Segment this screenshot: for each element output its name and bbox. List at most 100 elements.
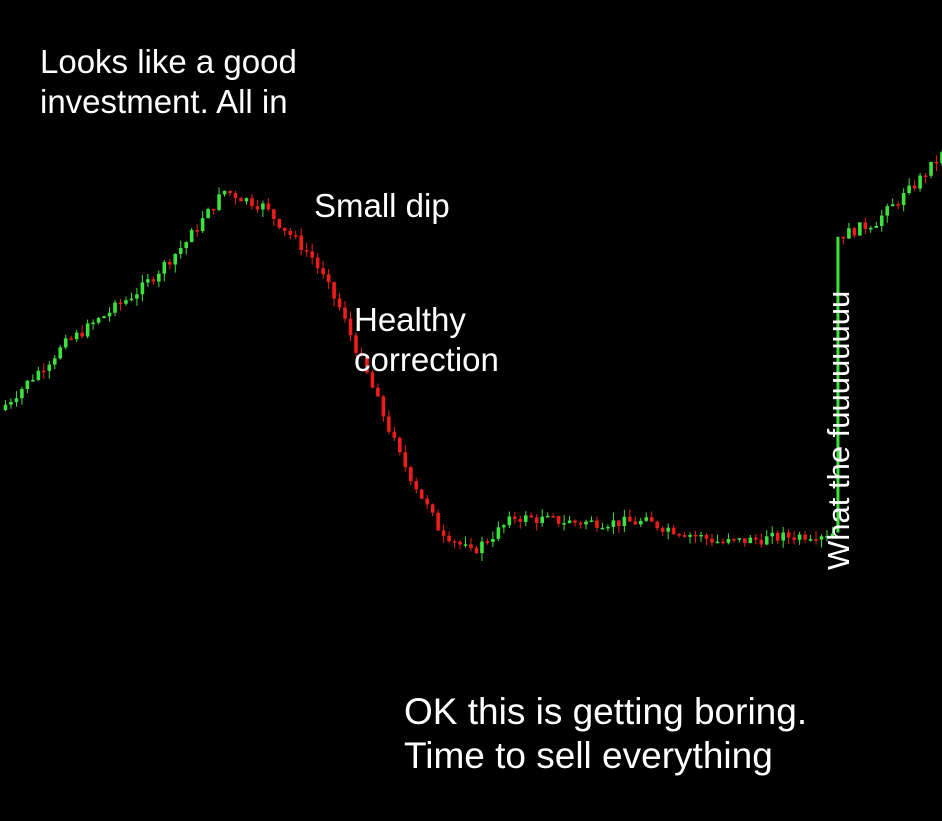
- candle-body: [885, 206, 890, 216]
- candle-body: [47, 364, 52, 371]
- candle-body: [458, 541, 462, 545]
- candle-body: [529, 515, 534, 518]
- candle-down: [923, 173, 928, 184]
- candle-down: [272, 208, 276, 227]
- candle-down: [628, 509, 632, 522]
- candle-body: [222, 190, 227, 195]
- candle-body: [244, 198, 249, 202]
- candle-body: [502, 525, 506, 528]
- candle-body: [556, 516, 561, 524]
- candle-body: [162, 262, 167, 274]
- candle-body: [682, 535, 687, 537]
- candle-down: [743, 538, 747, 547]
- candle-up: [162, 259, 167, 282]
- candle-body: [518, 519, 523, 522]
- candle-body: [869, 227, 873, 230]
- candle-body: [118, 302, 123, 305]
- candle-body: [91, 322, 95, 325]
- candle-up: [737, 537, 742, 543]
- candle-up: [244, 197, 249, 205]
- candle-body: [797, 534, 802, 540]
- candle-up: [184, 241, 189, 255]
- candle-body: [277, 219, 282, 228]
- candle-body: [688, 534, 692, 537]
- caption-healthy-line-1: Healthy: [354, 301, 466, 338]
- candle-down: [310, 243, 314, 265]
- candle-up: [480, 536, 484, 561]
- caption-getting-boring: OK this is getting boring. Time to sell …: [404, 690, 807, 779]
- candle-body: [732, 539, 736, 541]
- candle-body: [534, 517, 539, 524]
- candle-body: [74, 332, 79, 340]
- candle-body: [540, 516, 544, 524]
- candle-body: [414, 481, 419, 490]
- candle-body: [775, 532, 780, 541]
- candle-down: [660, 525, 665, 536]
- candle-down: [425, 494, 429, 509]
- candle-body: [167, 262, 172, 265]
- candle-body: [896, 204, 900, 206]
- candle-down: [814, 531, 818, 545]
- candle-down: [458, 540, 462, 550]
- candle-up: [491, 531, 495, 548]
- candle-body: [474, 547, 479, 554]
- candle-up: [567, 516, 572, 524]
- candle-body: [408, 467, 413, 482]
- candle-down: [321, 260, 325, 279]
- candle-body: [42, 370, 46, 373]
- candle-up: [940, 150, 942, 166]
- candle-down: [896, 201, 900, 210]
- candle-body: [58, 347, 63, 359]
- candle-down: [841, 236, 846, 245]
- candle-down: [649, 511, 654, 522]
- caption-all-in-line-2: investment. All in: [40, 82, 288, 120]
- candle-body: [764, 536, 769, 545]
- candle-up: [874, 221, 879, 229]
- candle-up: [929, 161, 933, 179]
- candle-body: [315, 257, 320, 269]
- candle-body: [63, 338, 68, 348]
- candle-body: [726, 539, 731, 543]
- candle-down: [387, 410, 391, 435]
- candle-down: [792, 531, 796, 545]
- candle-body: [858, 222, 862, 236]
- candle-body: [485, 541, 490, 543]
- candle-down: [239, 196, 243, 202]
- candle-body: [715, 541, 720, 544]
- candle-down: [365, 354, 369, 375]
- candle-down: [195, 224, 199, 237]
- candle-body: [272, 209, 276, 220]
- candle-body: [96, 318, 101, 323]
- candle-body: [830, 533, 835, 536]
- candle-body: [343, 307, 347, 319]
- candle-body: [803, 534, 807, 540]
- candle-down: [617, 520, 621, 533]
- candle-body: [288, 230, 293, 236]
- candle-down: [288, 227, 293, 240]
- candle-down: [348, 311, 353, 342]
- candle-body: [737, 538, 742, 540]
- candle-down: [578, 520, 583, 529]
- candle-up: [589, 516, 594, 523]
- candle-up: [222, 190, 227, 197]
- candle-up: [830, 526, 835, 537]
- candle-down: [354, 332, 358, 357]
- caption-small-dip: Small dip: [314, 187, 450, 224]
- caption-boring-line-1: OK this is getting boring.: [404, 691, 808, 732]
- candle-up: [523, 511, 528, 527]
- candle-body: [206, 208, 210, 219]
- candle-down: [474, 546, 479, 555]
- candle-up: [622, 509, 627, 533]
- candle-body: [157, 273, 161, 282]
- candle-body: [140, 282, 145, 295]
- candle-body: [430, 504, 435, 513]
- candle-body: [436, 512, 440, 531]
- candle-body: [551, 515, 555, 518]
- candle-up: [600, 522, 605, 530]
- candle-body: [441, 530, 446, 536]
- candle-body: [507, 516, 512, 526]
- candle-down: [704, 532, 709, 546]
- candle-body: [69, 338, 73, 340]
- candle-up: [858, 222, 862, 236]
- candle-body: [381, 396, 386, 417]
